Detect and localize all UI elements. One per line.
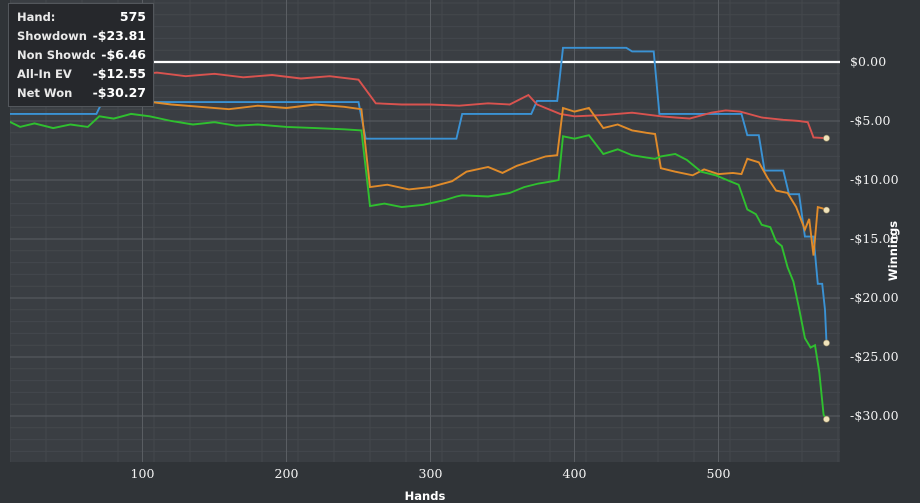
y-axis-tick-label: -$15.00 <box>850 231 899 246</box>
tooltip-row-all-in-ev: All-In EV -$12.55 <box>9 64 153 83</box>
tooltip-row-hand: Hand: 575 <box>9 7 153 26</box>
y-axis-tick-label: -$10.00 <box>850 172 899 187</box>
chart-series-layer <box>10 46 830 423</box>
x-axis-tick-label: 100 <box>130 466 155 481</box>
y-axis-title: Winnings <box>886 220 900 282</box>
tooltip-label-hand: Hand: <box>17 10 56 24</box>
y-axis-tick-label: $0.00 <box>850 54 887 69</box>
x-axis-title: Hands <box>404 489 446 503</box>
y-axis-tick-label: -$30.00 <box>850 408 899 423</box>
x-axis-tick-label: 400 <box>562 466 587 481</box>
hover-tooltip[interactable]: Hand: 575 Showdown -$23.81 Non Showdow -… <box>8 3 154 107</box>
y-axis-tick-label: -$5.00 <box>850 113 891 128</box>
tooltip-value-non-showdown: -$6.46 <box>101 47 146 62</box>
tooltip-label-net-won: Net Won <box>17 86 73 100</box>
x-axis-tick-label: 300 <box>418 466 443 481</box>
tooltip-row-non-showdown: Non Showdow -$6.46 <box>9 45 153 64</box>
tooltip-value-showdown: -$23.81 <box>92 28 146 43</box>
tooltip-label-non-showdown: Non Showdow <box>17 48 95 62</box>
tooltip-value-net-won: -$30.27 <box>92 85 146 100</box>
y-axis-tick-label: -$20.00 <box>850 290 899 305</box>
tooltip-value-hand: 575 <box>119 9 146 24</box>
tooltip-row-net-won: Net Won -$30.27 <box>9 83 153 102</box>
x-axis-tick-label: 200 <box>274 466 299 481</box>
tooltip-value-all-in-ev: -$12.55 <box>92 66 146 81</box>
y-axis-tick-label: -$25.00 <box>850 349 899 364</box>
tooltip-label-showdown: Showdown <box>17 29 87 43</box>
x-axis-tick-label: 500 <box>706 466 731 481</box>
tooltip-label-all-in-ev: All-In EV <box>17 67 72 81</box>
tooltip-row-showdown: Showdown -$23.81 <box>9 26 153 45</box>
